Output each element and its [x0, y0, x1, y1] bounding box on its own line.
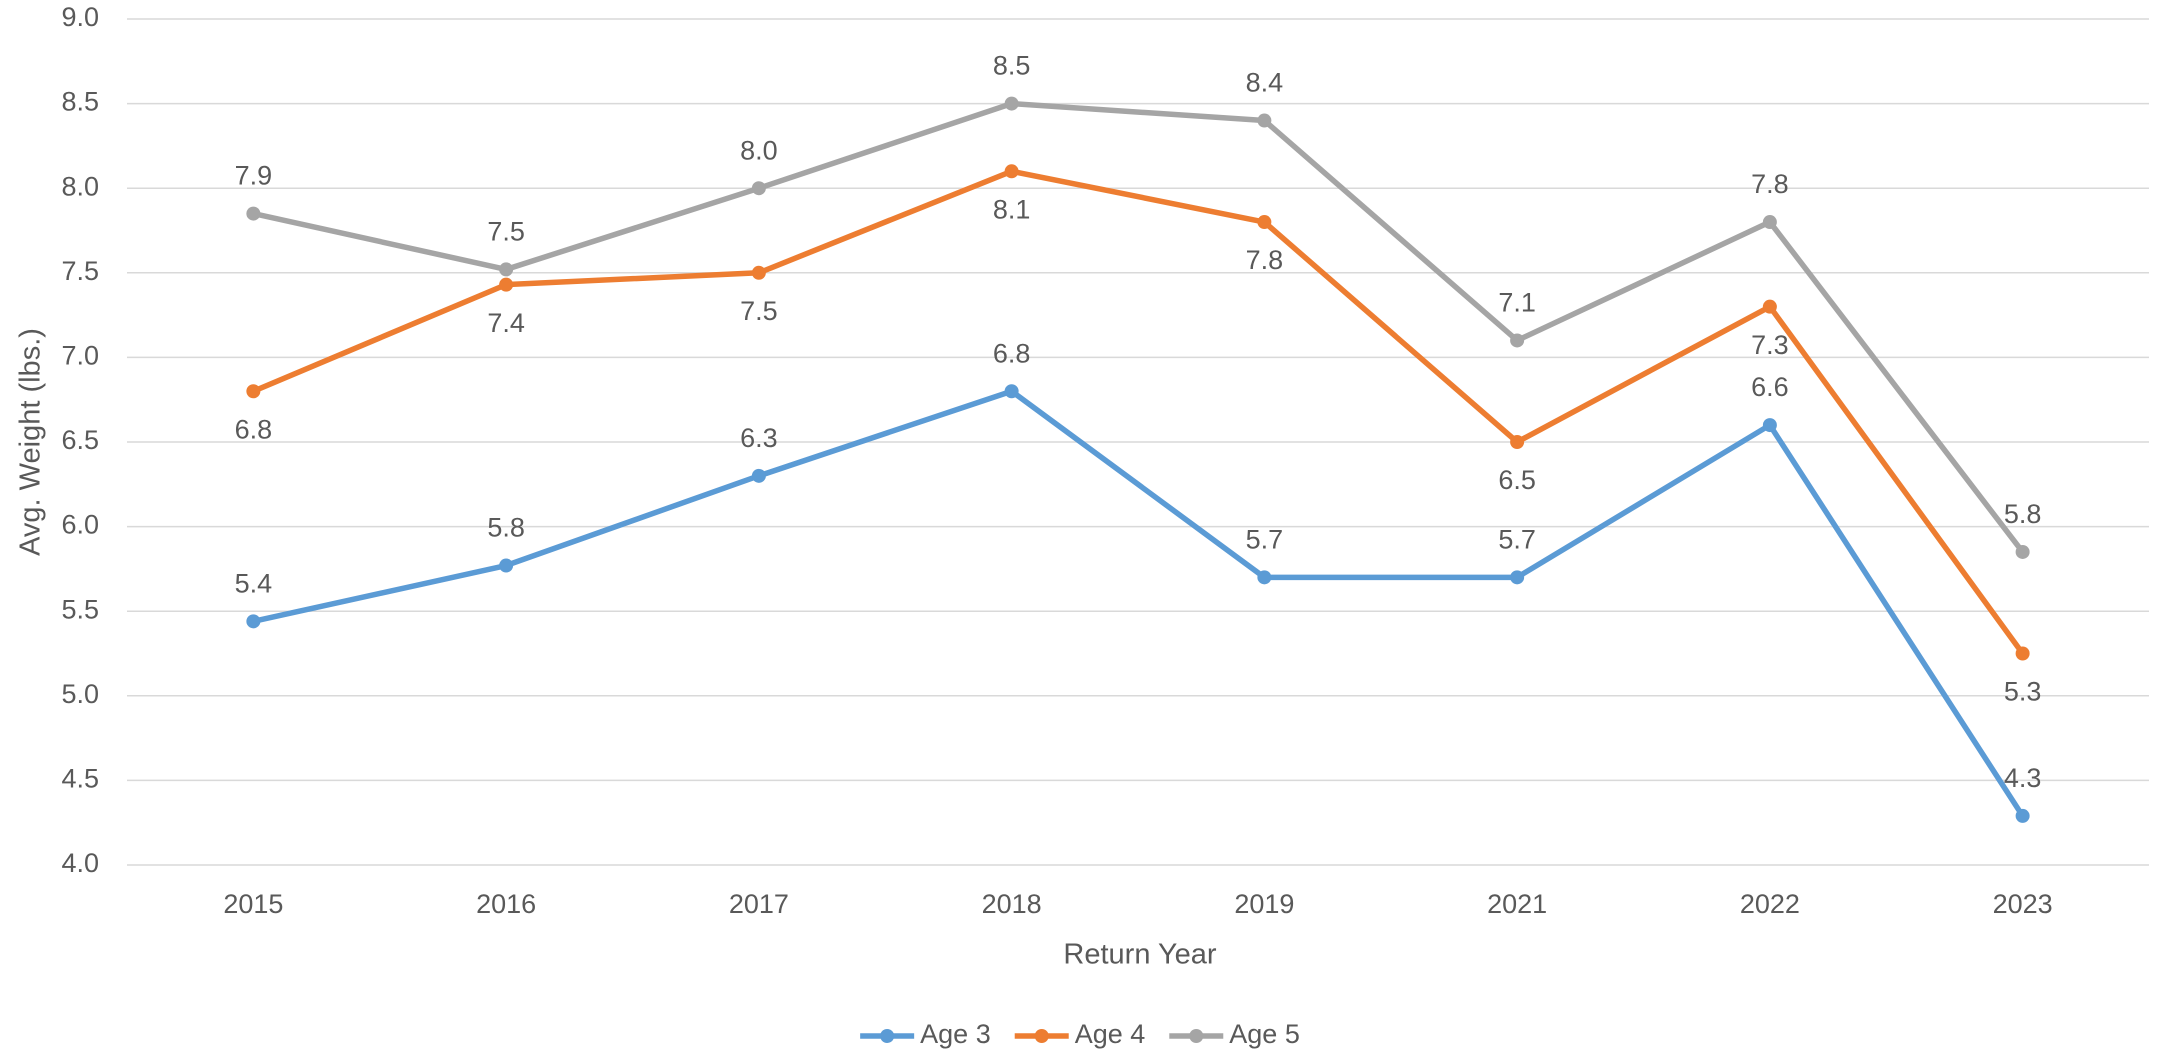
data-label: 5.8: [2004, 499, 2042, 529]
data-point: [1510, 333, 1525, 348]
data-point: [2015, 544, 2030, 559]
data-label: 6.6: [1751, 372, 1789, 402]
series-line: [250, 100, 2026, 555]
x-tick-label: 2017: [729, 889, 789, 919]
data-label: 7.3: [1751, 330, 1789, 360]
data-point: [499, 558, 514, 573]
data-label: 6.3: [740, 423, 778, 453]
data-label: 6.8: [235, 414, 273, 444]
y-axis-title: Avg. Weight (lbs.): [15, 328, 47, 556]
legend-marker: [1189, 1029, 1204, 1043]
data-label: 5.8: [487, 513, 525, 543]
data-point: [246, 206, 261, 221]
data-label: 8.4: [1246, 68, 1284, 98]
x-tick-label: 2015: [223, 889, 283, 919]
y-tick-label: 7.5: [61, 256, 99, 286]
data-point: [246, 384, 261, 399]
y-tick-label: 6.5: [61, 425, 99, 455]
data-label: 8.0: [740, 135, 778, 165]
y-tick-label: 8.0: [61, 171, 99, 201]
y-tick-label: 9.0: [61, 2, 99, 32]
data-label: 7.9: [235, 161, 273, 191]
x-tick-label: 2023: [1993, 889, 2053, 919]
y-tick-label: 5.0: [61, 679, 99, 709]
x-axis-title: Return Year: [1063, 939, 1217, 971]
data-label: 7.5: [487, 217, 525, 247]
data-point: [1510, 570, 1525, 585]
data-label: 7.8: [1246, 245, 1284, 275]
x-tick-label: 2018: [982, 889, 1042, 919]
x-tick-label: 2016: [476, 889, 536, 919]
data-point: [751, 265, 766, 280]
legend-label: Age 3: [920, 1019, 991, 1049]
legend-label: Age 5: [1229, 1019, 1300, 1049]
data-point: [2015, 808, 2030, 823]
data-label: 8.5: [993, 51, 1031, 81]
legend-item: Age 3: [860, 1019, 991, 1049]
y-tick-label: 8.5: [61, 87, 99, 117]
data-point: [2015, 646, 2030, 661]
data-label: 7.8: [1751, 169, 1789, 199]
data-label: 6.5: [1498, 465, 1536, 495]
data-point: [1257, 570, 1272, 585]
series-line: [250, 168, 2026, 657]
data-point: [1257, 113, 1272, 128]
y-tick-label: 4.0: [61, 848, 99, 878]
data-point: [1762, 215, 1777, 230]
data-label: 6.8: [993, 338, 1031, 368]
series-line: [250, 388, 2026, 819]
data-label: 7.5: [740, 296, 778, 326]
legend-item: Age 4: [1014, 1019, 1146, 1049]
data-point: [246, 614, 261, 629]
data-point: [1004, 96, 1019, 111]
legend-marker: [1034, 1029, 1049, 1043]
y-tick-label: 5.5: [61, 594, 99, 624]
data-label: 5.3: [2004, 677, 2042, 707]
data-label: 5.7: [1498, 524, 1536, 554]
data-point: [1510, 435, 1525, 449]
legend-marker: [880, 1029, 895, 1043]
y-tick-label: 7.0: [61, 341, 99, 371]
data-point: [1762, 299, 1777, 314]
data-point: [499, 262, 514, 277]
data-point: [1762, 418, 1777, 433]
data-label: 5.7: [1246, 524, 1284, 554]
data-point: [1004, 384, 1019, 399]
data-point: [751, 468, 766, 483]
x-tick-label: 2019: [1234, 889, 1294, 919]
data-point: [1257, 215, 1272, 230]
data-label: 5.4: [235, 568, 273, 598]
legend-item: Age 5: [1169, 1019, 1300, 1049]
data-point: [499, 277, 514, 292]
data-label: 8.1: [993, 194, 1031, 224]
data-label: 7.1: [1498, 288, 1536, 318]
x-tick-label: 2021: [1487, 889, 1547, 919]
legend: Age 3 Age 4 Age 5: [860, 1019, 1300, 1049]
data-label: 7.4: [487, 308, 525, 338]
data-point: [1004, 164, 1019, 179]
data-label: 4.3: [2004, 763, 2042, 793]
x-tick-label: 2022: [1740, 889, 1800, 919]
legend-label: Age 4: [1075, 1019, 1146, 1049]
y-tick-label: 4.5: [61, 764, 99, 794]
data-point: [751, 181, 766, 196]
y-tick-label: 6.0: [61, 510, 99, 540]
